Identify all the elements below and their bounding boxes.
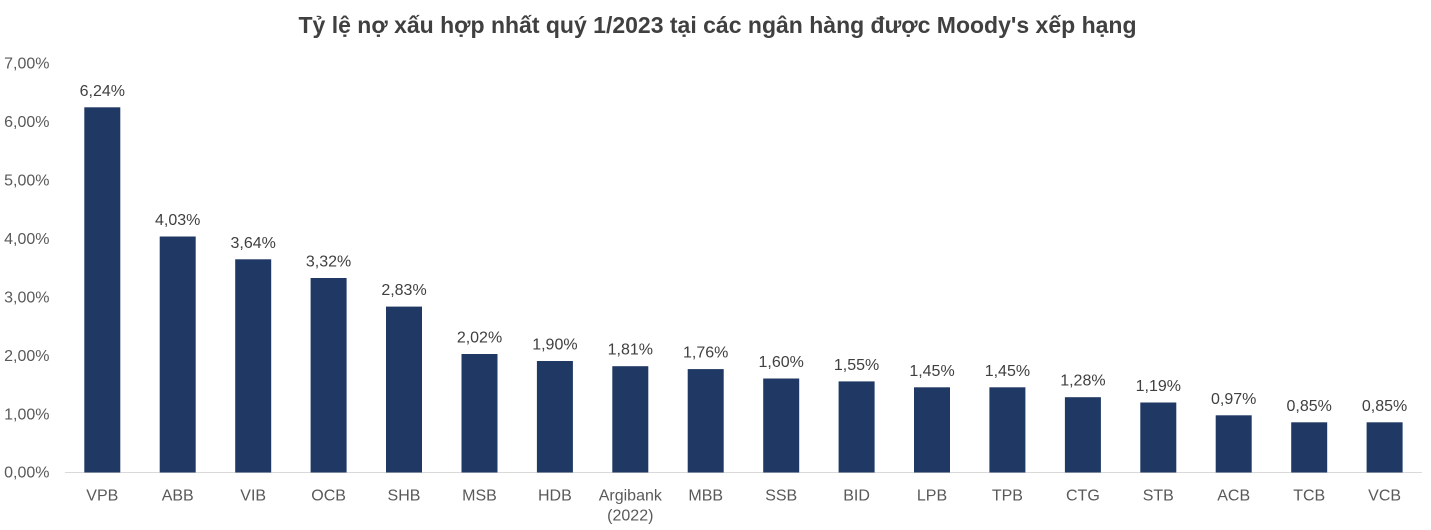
svg-text:TPB: TPB xyxy=(992,487,1023,504)
svg-text:1,76%: 1,76% xyxy=(683,345,728,362)
svg-text:VCB: VCB xyxy=(1368,487,1401,504)
svg-text:Argibank: Argibank xyxy=(599,487,663,504)
svg-text:3,32%: 3,32% xyxy=(306,254,351,271)
svg-text:VPB: VPB xyxy=(86,487,118,504)
svg-text:HDB: HDB xyxy=(538,487,572,504)
svg-text:(2022): (2022) xyxy=(607,507,653,524)
svg-text:3,64%: 3,64% xyxy=(231,235,276,252)
svg-text:0,97%: 0,97% xyxy=(1211,391,1256,408)
svg-text:3,00%: 3,00% xyxy=(4,289,49,306)
svg-text:ABB: ABB xyxy=(162,487,194,504)
svg-text:SHB: SHB xyxy=(388,487,421,504)
svg-text:MSB: MSB xyxy=(462,487,497,504)
svg-text:BID: BID xyxy=(843,487,870,504)
svg-text:1,90%: 1,90% xyxy=(532,337,577,354)
svg-text:CTG: CTG xyxy=(1066,487,1100,504)
svg-text:6,00%: 6,00% xyxy=(4,114,49,131)
svg-text:MBB: MBB xyxy=(688,487,723,504)
svg-text:4,00%: 4,00% xyxy=(4,231,49,248)
svg-text:6,24%: 6,24% xyxy=(80,83,125,100)
svg-text:VIB: VIB xyxy=(240,487,266,504)
svg-text:1,55%: 1,55% xyxy=(834,357,879,374)
svg-text:2,00%: 2,00% xyxy=(4,348,49,365)
svg-text:1,60%: 1,60% xyxy=(759,354,804,371)
svg-text:ACB: ACB xyxy=(1217,487,1250,504)
svg-text:STB: STB xyxy=(1143,487,1174,504)
svg-text:0,85%: 0,85% xyxy=(1287,398,1332,415)
svg-text:4,03%: 4,03% xyxy=(155,212,200,229)
svg-text:Tỷ lệ nợ xấu hợp nhất quý 1/20: Tỷ lệ nợ xấu hợp nhất quý 1/2023 tại các… xyxy=(298,12,1136,38)
svg-text:1,28%: 1,28% xyxy=(1060,373,1105,390)
svg-text:TCB: TCB xyxy=(1293,487,1325,504)
svg-text:2,83%: 2,83% xyxy=(381,282,426,299)
svg-text:OCB: OCB xyxy=(311,487,346,504)
svg-text:1,19%: 1,19% xyxy=(1136,378,1181,395)
svg-text:7,00%: 7,00% xyxy=(4,56,49,73)
svg-text:LPB: LPB xyxy=(917,487,947,504)
svg-text:1,45%: 1,45% xyxy=(909,363,954,380)
svg-text:0,00%: 0,00% xyxy=(4,465,49,482)
svg-text:1,45%: 1,45% xyxy=(985,363,1030,380)
svg-text:2,02%: 2,02% xyxy=(457,330,502,347)
svg-text:5,00%: 5,00% xyxy=(4,173,49,190)
svg-text:SSB: SSB xyxy=(765,487,797,504)
svg-text:0,85%: 0,85% xyxy=(1362,398,1407,415)
svg-text:1,81%: 1,81% xyxy=(608,342,653,359)
svg-text:1,00%: 1,00% xyxy=(4,406,49,423)
